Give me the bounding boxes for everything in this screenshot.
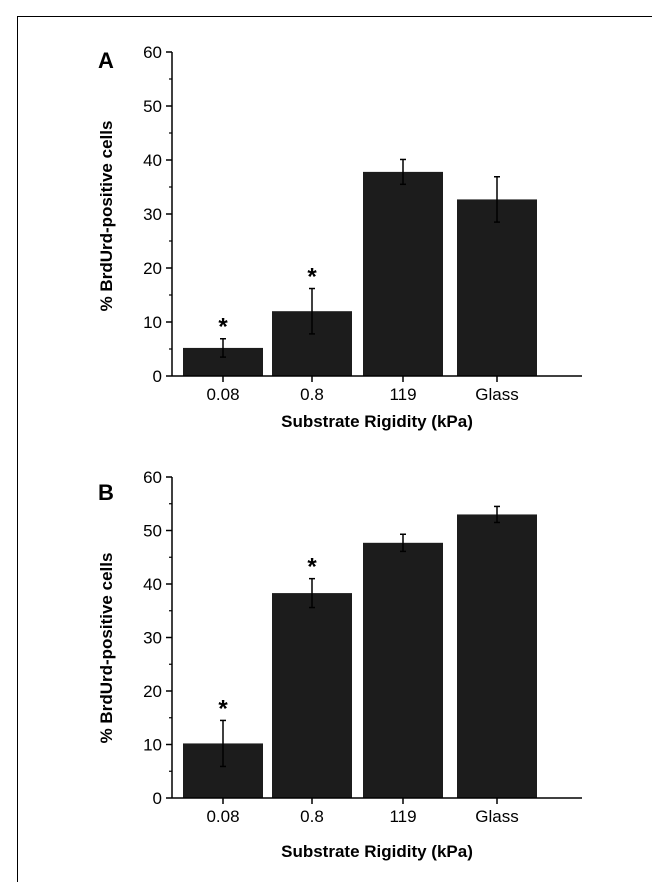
y-tick-label-a: 50 (143, 97, 162, 116)
x-tick-label-a: 0.8 (300, 385, 324, 404)
x-tick-label-b: 0.8 (300, 807, 324, 826)
y-tick-label-b: 20 (143, 682, 162, 701)
bar-a-2 (363, 171, 443, 376)
x-tick-label-a: 0.08 (206, 385, 239, 404)
x-tick-label-a: Glass (475, 385, 518, 404)
y-axis-title-a: % BrdUrd-positive cells (97, 121, 116, 312)
y-axis-title-b: % BrdUrd-positive cells (97, 553, 116, 744)
y-tick-label-a: 40 (143, 151, 162, 170)
x-axis-b: 0.08 0.8 119 Glass (172, 797, 582, 826)
bars-a (183, 171, 537, 376)
figure-frame (17, 16, 652, 882)
bar-b-3 (457, 514, 537, 798)
x-axis-a: 0.08 0.8 119 Glass (172, 375, 582, 404)
significance-asterisk-a-1: * (307, 264, 317, 291)
significance-asterisk-a-0: * (218, 314, 228, 341)
bars-b (183, 514, 537, 798)
error-bars-a (220, 158, 500, 358)
y-axis-b: 0 10 20 30 40 50 60 (143, 468, 173, 808)
y-tick-label-a: 10 (143, 313, 162, 332)
y-tick-label-a: 20 (143, 259, 162, 278)
significance-asterisk-b-0: * (218, 695, 228, 722)
x-tick-label-b: 0.08 (206, 807, 239, 826)
bar-a-3 (457, 199, 537, 376)
y-tick-label-b: 30 (143, 629, 162, 648)
x-axis-title-b: Substrate Rigidity (kPa) (281, 842, 473, 861)
x-tick-label-b: 119 (389, 807, 416, 826)
error-bars-b (220, 505, 500, 768)
y-tick-label-a: 0 (153, 367, 162, 386)
y-tick-label-b: 40 (143, 575, 162, 594)
bar-b-1 (272, 593, 352, 798)
y-tick-label-a: 30 (143, 205, 162, 224)
x-axis-title-a: Substrate Rigidity (kPa) (281, 412, 473, 431)
significance-asterisk-b-1: * (307, 554, 317, 581)
y-tick-label-b: 0 (153, 789, 162, 808)
y-tick-label-b: 60 (143, 468, 162, 487)
x-tick-label-a: 119 (389, 385, 416, 404)
x-tick-label-b: Glass (475, 807, 518, 826)
y-tick-label-b: 50 (143, 522, 162, 541)
significance-marks-a: ** (218, 264, 317, 341)
y-tick-label-a: 60 (143, 43, 162, 62)
panel-label-b: B (98, 480, 114, 505)
panel-label-a: A (98, 48, 114, 73)
y-tick-label-b: 10 (143, 736, 162, 755)
significance-marks-b: ** (218, 554, 317, 723)
bar-b-2 (363, 542, 443, 798)
y-axis-a: 0 10 20 30 40 50 60 (143, 43, 173, 386)
